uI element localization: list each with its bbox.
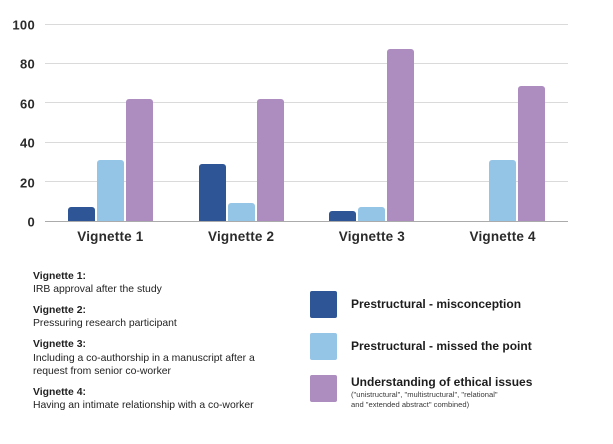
y-axis: 0 20 40 60 80 100 — [0, 18, 37, 230]
legend-text: Prestructural - misconception — [351, 291, 521, 318]
gridline — [45, 141, 568, 143]
bar-vignette-1-series-1 — [67, 207, 95, 221]
footnote-text: Having an intimate relationship with a c… — [33, 399, 254, 411]
y-tick-label: 0 — [27, 214, 35, 230]
legend-item-2: Prestructural - missed the point — [310, 333, 600, 360]
legend-item-3: Understanding of ethical issues ("unistru… — [310, 375, 600, 410]
legend-item-1: Prestructural - misconception — [310, 291, 600, 318]
x-category-label-vignette-4: Vignette 4 — [469, 229, 536, 244]
footnote-heading: Vignette 1: — [33, 271, 86, 282]
bar-vignette-3-series-1 — [329, 211, 357, 221]
y-tick-label: 60 — [19, 96, 35, 112]
gridline — [45, 180, 568, 182]
footnote-text: IRB approval after the study — [33, 284, 162, 296]
legend-text: Understanding of ethical issues ("unistru… — [351, 375, 532, 410]
legend-swatch — [310, 375, 337, 402]
x-category-label-vignette-3: Vignette 3 — [338, 229, 406, 244]
footnote-4: Vignette 4: Having an intimate relationsh… — [33, 386, 281, 412]
bar-vignette-2-series-1 — [198, 164, 226, 221]
gridline — [45, 24, 568, 25]
legend-swatch — [310, 291, 337, 318]
plot-area — [45, 24, 568, 222]
footnote-3: Vignette 3: Including a co-authorship in … — [33, 338, 281, 377]
x-category-label-vignette-2: Vignette 2 — [207, 229, 275, 244]
y-tick-label: 100 — [12, 17, 35, 33]
y-tick-label: 20 — [19, 175, 35, 191]
y-tick-label: 80 — [19, 56, 35, 72]
bar-group-vignette-1 — [45, 25, 176, 221]
legend-label: Understanding of ethical issues — [351, 375, 533, 389]
gridline — [45, 63, 568, 65]
legend-label: Prestructural - misconception — [351, 297, 522, 311]
vignette-descriptions: Vignette 1: IRB approval after the study V… — [33, 270, 281, 420]
legend-swatch — [310, 333, 337, 360]
gridline — [45, 102, 568, 104]
legend-sublabel: ("unistructural", "multistructural", "re… — [351, 390, 498, 409]
footnote-heading: Vignette 4: — [33, 386, 86, 398]
bar-chart: 0 20 40 60 80 100 Vignette 1 Vignette 2 Vignett… — [0, 18, 568, 244]
bar-vignette-4-series-3 — [518, 85, 546, 221]
bar-group-vignette-2 — [176, 25, 307, 221]
bar-vignette-3-series-2 — [358, 207, 386, 221]
bar-vignette-1-series-3 — [125, 99, 153, 221]
bar-vignette-3-series-3 — [387, 48, 415, 221]
footnote-heading: Vignette 2: — [33, 305, 86, 317]
bar-vignette-4-series-2 — [489, 160, 517, 221]
x-category-label-vignette-1: Vignette 1 — [77, 229, 144, 244]
bar-group-vignette-4 — [437, 25, 568, 221]
footnote-2: Vignette 2: Pressuring research participa… — [33, 304, 281, 330]
bar-group-vignette-3 — [307, 25, 438, 221]
bar-groups — [45, 25, 568, 221]
legend: Prestructural - misconception Prestructur… — [310, 291, 600, 425]
bar-vignette-1-series-2 — [96, 160, 124, 221]
footnote-text: Including a co-authorship in a manuscrip… — [33, 352, 255, 377]
x-axis: Vignette 1 Vignette 2 Vignette 3 Vignette 4 — [45, 229, 568, 244]
bar-vignette-2-series-2 — [227, 203, 255, 221]
bar-vignette-2-series-3 — [256, 99, 284, 221]
footnote-heading: Vignette 3: — [33, 339, 86, 351]
legend-label: Prestructural - missed the point — [351, 339, 532, 353]
legend-text: Prestructural - missed the point — [351, 333, 532, 360]
y-tick-label: 40 — [19, 135, 35, 151]
footnote-text: Pressuring research participant — [33, 318, 177, 330]
footnote-1: Vignette 1: IRB approval after the study — [33, 270, 281, 296]
